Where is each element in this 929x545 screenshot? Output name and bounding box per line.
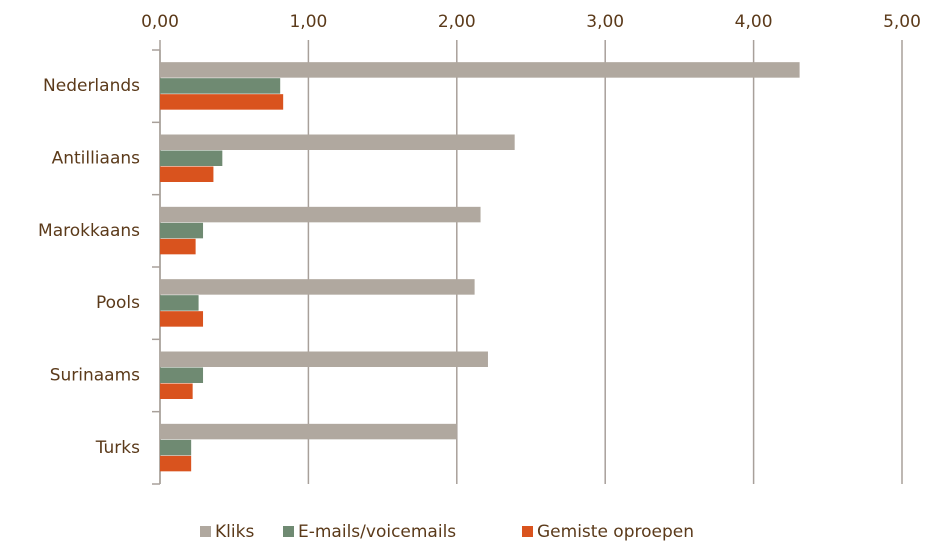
bar [160, 311, 204, 327]
y-tick-label: Nederlands [43, 76, 140, 96]
legend-label: E-mails/voicemails [298, 522, 456, 542]
bar [160, 206, 481, 223]
bar [160, 295, 199, 311]
x-tick-label: 3,00 [586, 12, 624, 32]
x-tick-label: 2,00 [438, 12, 476, 32]
y-tick-label: Surinaams [50, 366, 140, 386]
bar [160, 78, 281, 94]
bar [160, 439, 192, 456]
y-tick-label: Antilliaans [52, 149, 141, 169]
bar [160, 279, 475, 295]
legend-swatch [200, 526, 211, 537]
bar [160, 94, 284, 110]
x-tick-label: 0,00 [141, 12, 179, 32]
y-tick-label: Turks [95, 438, 140, 458]
bar [160, 150, 223, 166]
legend-swatch [283, 526, 294, 537]
x-tick-label: 1,00 [289, 12, 327, 32]
legend-label: Kliks [215, 522, 254, 542]
bar [160, 423, 457, 440]
bar [160, 351, 488, 367]
bar [160, 222, 204, 239]
x-tick-label: 5,00 [883, 12, 921, 32]
bar [160, 238, 196, 255]
bar [160, 62, 800, 78]
bar [160, 134, 515, 150]
y-tick-label: Pools [96, 293, 140, 313]
bar [160, 455, 192, 472]
legend-swatch [522, 526, 533, 537]
bar [160, 166, 214, 182]
legend-label: Gemiste oproepen [537, 522, 694, 542]
bar [160, 383, 193, 399]
bar [160, 367, 204, 383]
x-tick-label: 4,00 [735, 12, 773, 32]
y-tick-label: Marokkaans [38, 221, 140, 241]
